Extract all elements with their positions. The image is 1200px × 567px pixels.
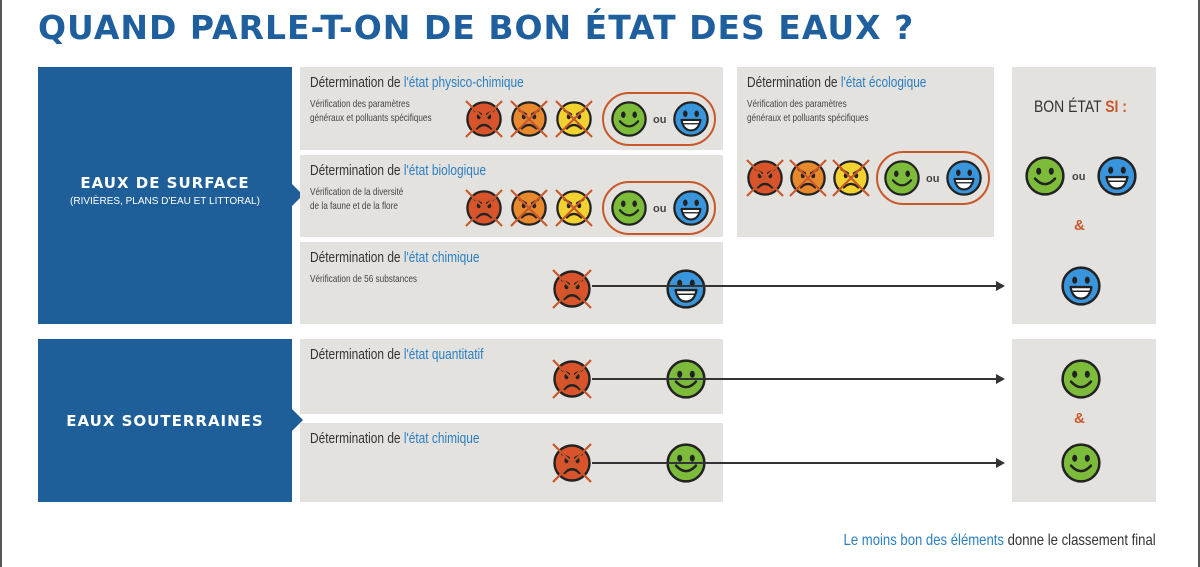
sad-face-icon [555, 100, 593, 138]
panel-description: Vérification des paramètres généraux et p… [747, 98, 869, 124]
grin-face-icon [672, 189, 710, 227]
good-state-oval [602, 181, 716, 235]
good-state-oval [876, 151, 990, 205]
page-title: QUAND PARLE-T-ON DE BON ÉTAT DES EAUX ? [38, 8, 915, 47]
grin-face-icon [945, 159, 983, 197]
bon-etat-title: BON ÉTAT SI : [1034, 97, 1127, 116]
panel-title: Détermination de l'état physico-chimique [310, 75, 524, 91]
eaux-de-surface-sublabel: (RIVIÈRES, PLANS D'EAU ET LITTORAL) [70, 196, 260, 207]
happy-face-icon [610, 189, 648, 227]
sad-face-icon [789, 159, 827, 197]
panel-etat-quantitatif: Détermination de l'état quantitatif [300, 339, 723, 414]
sad-face-icon [832, 159, 870, 197]
ou-label: ou [653, 114, 667, 126]
sad-face-icon [746, 159, 784, 197]
panel-etat-biologique: Détermination de l'état biologique Vérif… [300, 155, 723, 237]
panel-title: Détermination de l'état chimique [310, 250, 480, 266]
grin-face-icon [1060, 265, 1102, 307]
eaux-de-surface-label: EAUX DE SURFACE [80, 174, 250, 192]
eaux-souterraines-block: EAUX SOUTERRAINES [38, 339, 292, 502]
arrow-right-icon [996, 374, 1005, 384]
happy-face-icon [883, 159, 921, 197]
sad-face-icon [552, 443, 592, 483]
happy-face-icon [610, 100, 648, 138]
panel-title: Détermination de l'état quantitatif [310, 347, 484, 363]
sad-face-icon [510, 189, 548, 227]
footer-note: Le moins bon des éléments donne le class… [843, 532, 1156, 549]
connector-line [592, 462, 998, 464]
sad-face-icon [552, 359, 592, 399]
panel-title: Détermination de l'état biologique [310, 163, 487, 179]
and-symbol: & [1074, 410, 1085, 427]
sad-face-icon [552, 269, 592, 309]
panel-etat-chimique-surface: Détermination de l'état chimique Vérific… [300, 242, 723, 324]
connector-line [592, 285, 998, 287]
eaux-souterraines-label: EAUX SOUTERRAINES [66, 412, 264, 430]
panel-title: Détermination de l'état écologique [747, 75, 927, 91]
grin-face-icon [1096, 155, 1138, 197]
panel-etat-physico-chimique: Détermination de l'état physico-chimique… [300, 67, 723, 150]
arrow-right-icon [996, 281, 1005, 291]
arrow-right-icon [996, 458, 1005, 468]
grin-face-icon [665, 268, 707, 310]
sad-face-icon [465, 100, 503, 138]
surface-arrow-icon [292, 184, 303, 206]
eaux-de-surface-block: EAUX DE SURFACE (RIVIÈRES, PLANS D'EAU E… [38, 67, 292, 324]
panel-description: Vérification des paramètres généraux et p… [310, 98, 432, 124]
panel-title: Détermination de l'état chimique [310, 431, 480, 447]
sad-face-icon [465, 189, 503, 227]
ou-label: ou [653, 203, 667, 215]
good-state-oval [602, 92, 716, 146]
panel-description: Vérification de 56 substances [310, 273, 417, 285]
happy-face-icon [1060, 442, 1102, 484]
panel-description: Vérification de la diversité de la faune … [310, 186, 404, 212]
ou-label: ou [1072, 171, 1086, 183]
souterraines-arrow-icon [292, 409, 303, 431]
happy-face-icon [1024, 155, 1066, 197]
panel-etat-ecologique: Détermination de l'état écologique Vérif… [737, 67, 994, 237]
happy-face-icon [1060, 358, 1102, 400]
and-symbol: & [1074, 217, 1085, 234]
sad-face-icon [555, 189, 593, 227]
connector-line [592, 378, 998, 380]
sad-face-icon [510, 100, 548, 138]
ou-label: ou [926, 173, 940, 185]
grin-face-icon [672, 100, 710, 138]
